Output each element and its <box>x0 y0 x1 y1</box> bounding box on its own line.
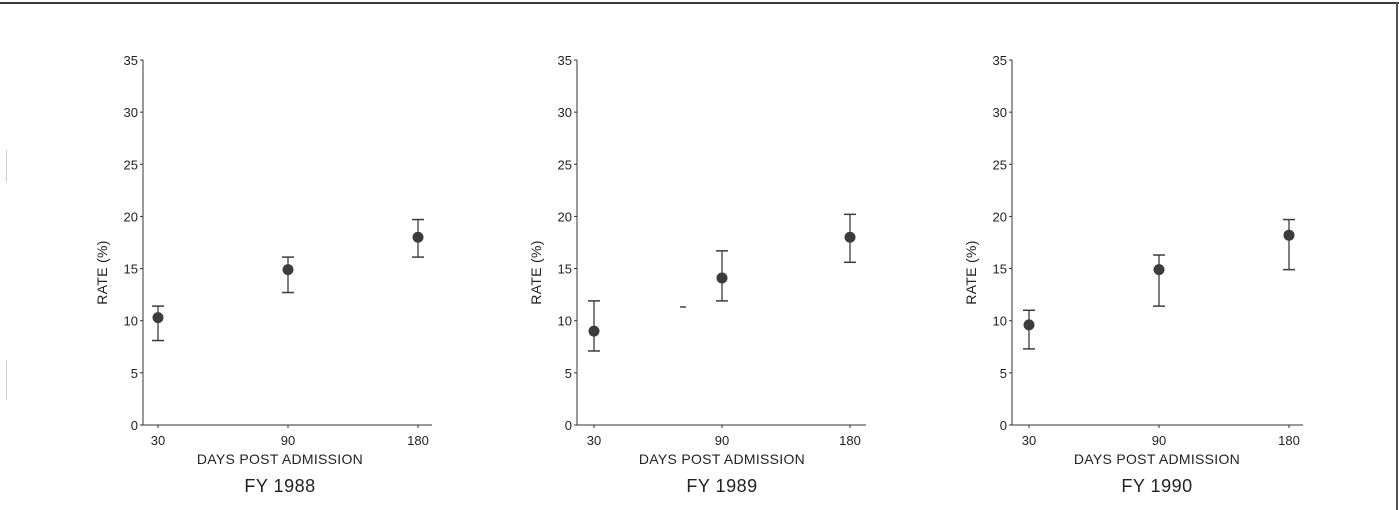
y-axis-title: RATE (%) <box>94 240 110 304</box>
y-tick-label: 10 <box>124 314 138 329</box>
x-tick-label: 90 <box>1152 433 1166 448</box>
page-frame-top <box>0 2 1399 4</box>
x-tick-label: 30 <box>1022 433 1036 448</box>
data-point <box>282 264 294 276</box>
y-axis-title: RATE (%) <box>963 240 979 304</box>
y-tick-label: 20 <box>993 209 1007 224</box>
x-tick-label: 90 <box>715 433 729 448</box>
data-point <box>588 325 600 337</box>
data-point <box>412 231 424 243</box>
y-tick-label: 5 <box>565 366 572 381</box>
panel-title: FY 1988 <box>244 476 315 496</box>
y-tick-label: 15 <box>558 262 572 277</box>
y-tick-label: 30 <box>558 105 572 120</box>
y-axis-title: RATE (%) <box>528 240 544 304</box>
y-tick-label: 5 <box>1000 366 1007 381</box>
y-tick-label: 10 <box>993 314 1007 329</box>
data-point <box>152 312 164 324</box>
y-tick-label: 15 <box>124 262 138 277</box>
y-tick-label: 25 <box>993 157 1007 172</box>
scan-edge-mark <box>6 150 7 182</box>
data-point <box>1153 264 1165 276</box>
y-tick-label: 20 <box>558 209 572 224</box>
panel-title: FY 1990 <box>1121 476 1192 496</box>
y-tick-label: 30 <box>993 105 1007 120</box>
y-tick-label: 10 <box>558 314 572 329</box>
y-tick-label: 35 <box>124 53 138 68</box>
data-point <box>716 272 728 284</box>
y-tick-label: 5 <box>131 366 138 381</box>
y-tick-label: 0 <box>565 418 572 433</box>
y-tick-label: 30 <box>124 105 138 120</box>
y-tick-label: 0 <box>1000 418 1007 433</box>
x-tick-label: 30 <box>151 433 165 448</box>
y-tick-label: 0 <box>131 418 138 433</box>
x-axis-title: DAYS POST ADMISSION <box>639 451 805 467</box>
x-tick-label: 180 <box>1278 433 1300 448</box>
y-tick-label: 25 <box>124 157 138 172</box>
scan-edge-mark <box>6 360 7 400</box>
y-tick-label: 35 <box>558 53 572 68</box>
y-tick-label: 20 <box>124 209 138 224</box>
x-axis-title: DAYS POST ADMISSION <box>1074 451 1240 467</box>
data-point <box>1283 229 1295 241</box>
data-point <box>844 231 856 243</box>
panel-title: FY 1989 <box>686 476 757 496</box>
y-tick-label: 15 <box>993 262 1007 277</box>
x-axis-title: DAYS POST ADMISSION <box>197 451 363 467</box>
y-tick-label: 35 <box>993 53 1007 68</box>
x-tick-label: 180 <box>839 433 861 448</box>
data-point <box>1023 319 1035 331</box>
page-frame-right <box>1396 2 1398 510</box>
x-tick-label: 90 <box>281 433 295 448</box>
y-tick-label: 25 <box>558 157 572 172</box>
x-tick-label: 180 <box>407 433 429 448</box>
x-tick-label: 30 <box>587 433 601 448</box>
